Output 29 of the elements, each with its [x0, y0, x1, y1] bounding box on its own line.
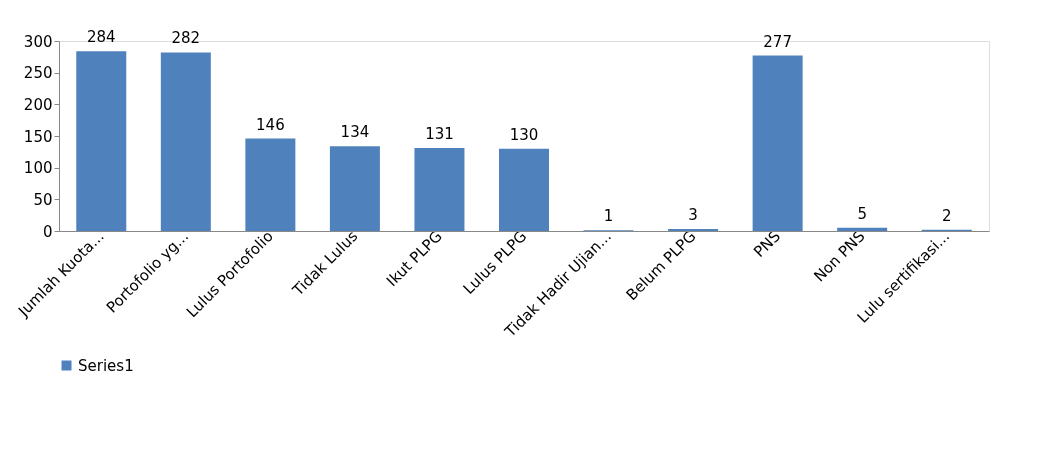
- data-label: 146: [256, 115, 285, 134]
- x-tick-label: Non PNS: [810, 227, 869, 286]
- bar: [499, 148, 549, 231]
- bar: [76, 51, 127, 231]
- data-label: 282: [171, 29, 201, 48]
- y-tick-label: 150: [23, 127, 53, 146]
- data-label: 277: [763, 32, 792, 51]
- y-tick-label: 250: [23, 64, 53, 83]
- y-tick-label: 200: [23, 95, 53, 114]
- data-label: 1: [603, 207, 614, 226]
- data-label: 131: [425, 125, 454, 144]
- data-label: 130: [509, 125, 539, 144]
- legend-label: Series1: [78, 356, 134, 375]
- data-label: 284: [86, 28, 116, 47]
- y-tick-label: 0: [42, 222, 53, 241]
- bar: [160, 52, 211, 231]
- y-tick-label: 100: [23, 159, 53, 178]
- x-tick-label: PNS: [750, 227, 784, 261]
- bar: [245, 138, 296, 231]
- bar: [329, 146, 380, 231]
- bar: [837, 227, 888, 231]
- bar: [414, 148, 465, 231]
- data-label: 134: [340, 123, 370, 142]
- data-label: 3: [688, 206, 698, 225]
- data-label: 2: [941, 206, 952, 225]
- data-label: 5: [857, 204, 867, 223]
- y-tick-label: 300: [23, 32, 53, 51]
- bar: [752, 55, 803, 231]
- y-tick-label: 50: [33, 190, 53, 209]
